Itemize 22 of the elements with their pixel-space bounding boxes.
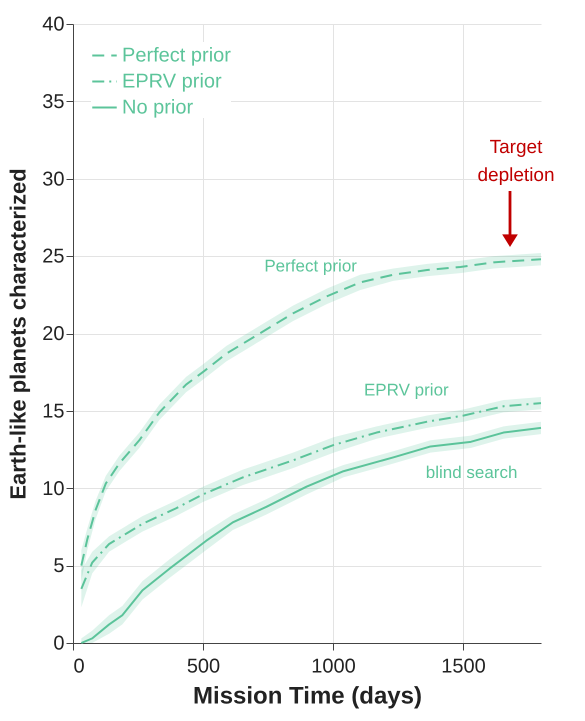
x-tick-label: 1500 — [441, 656, 486, 678]
legend-label: Perfect prior — [122, 44, 232, 66]
annotation: blind search — [426, 462, 518, 482]
y-tick-label: 5 — [53, 555, 64, 578]
x-tick-label: 0 — [74, 656, 85, 678]
y-tick-label: 15 — [42, 400, 64, 422]
legend-label: EPRV prior — [122, 70, 222, 92]
y-tick-label: 10 — [42, 478, 64, 500]
y-axis-title: Earth-like planets characterized — [5, 168, 30, 500]
y-tick-label: 30 — [42, 168, 64, 190]
y-tick-label: 25 — [42, 246, 64, 268]
x-tick-label: 500 — [186, 656, 220, 678]
y-tick-label: 40 — [42, 14, 64, 36]
annotation: Perfect prior — [264, 256, 358, 276]
y-tick-label: 20 — [42, 323, 64, 345]
annotation: EPRV prior — [364, 380, 450, 400]
x-axis-title: Mission Time (days) — [193, 682, 422, 710]
y-tick-label: 0 — [53, 632, 64, 654]
y-tick-label: 35 — [42, 90, 64, 113]
legend-label: No prior — [122, 96, 194, 118]
x-tick-label: 1000 — [311, 656, 356, 678]
annotation: Target depletion — [477, 137, 555, 186]
